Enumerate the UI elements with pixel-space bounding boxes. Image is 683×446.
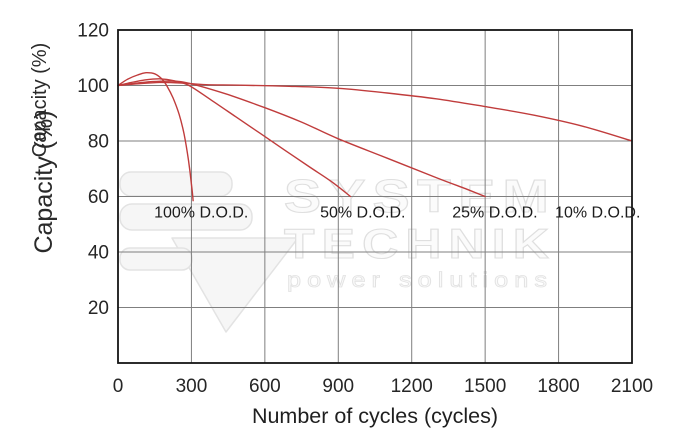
y-tick-label-100: 100 — [77, 76, 109, 97]
x-axis-title: Number of cycles (cycles) — [252, 404, 498, 428]
series-line-0-100-d-o-d — [117, 71, 194, 202]
tick-label-layer: 0 300 600 900 1200 1500 1800 2100 20 40 60 80 100 120 — [77, 21, 653, 398]
curve-label-0: 100% D.O.D. — [154, 204, 248, 221]
x-tick-label-1200: 1200 — [391, 376, 433, 397]
y-tick-label-80: 80 — [88, 132, 109, 153]
series-layer — [117, 71, 633, 202]
curve-label-3: 10% D.O.D. — [555, 204, 640, 221]
watermark-text-power-solutions: power solutions — [287, 269, 553, 292]
x-tick-label-900: 900 — [322, 376, 354, 397]
plot-border — [117, 29, 633, 364]
y-axis-title-upper: Capacity (%) — [29, 43, 51, 157]
x-tick-label-300: 300 — [176, 376, 208, 397]
curve-label-2: 25% D.O.D. — [452, 204, 537, 221]
x-tick-label-1500: 1500 — [464, 376, 506, 397]
curve-label-layer: 100% D.O.D. 50% D.O.D. 25% D.O.D. 10% D.O.D… — [154, 204, 640, 221]
series-line-2-25-d-o-d — [117, 80, 486, 198]
grid-layer — [118, 29, 633, 363]
curve-label-1: 50% D.O.D. — [320, 204, 405, 221]
x-tick-label-2100: 2100 — [611, 376, 653, 397]
watermark-bolt-arrowhead — [171, 237, 299, 333]
watermark-bolt-bar-mid — [119, 203, 253, 231]
x-tick-label-600: 600 — [249, 376, 281, 397]
watermark-text-technik: TECHNIK — [284, 220, 556, 267]
y-axis-title-lower: Capacity (%) — [30, 110, 58, 253]
watermark-bolt-bar-top — [119, 171, 233, 197]
x-tick-label-1800: 1800 — [537, 376, 579, 397]
y-tick-label-60: 60 — [88, 187, 109, 208]
y-tick-label-40: 40 — [88, 243, 109, 264]
x-tick-label-0: 0 — [113, 376, 124, 397]
watermark-logo-bolt-icon — [119, 171, 299, 333]
series-line-1-50-d-o-d — [117, 78, 352, 198]
watermark-bolt-bar-low — [119, 247, 193, 271]
y-tick-label-120: 120 — [77, 21, 109, 42]
series-line-3-10-d-o-d — [117, 81, 633, 142]
y-tick-label-20: 20 — [88, 298, 109, 319]
